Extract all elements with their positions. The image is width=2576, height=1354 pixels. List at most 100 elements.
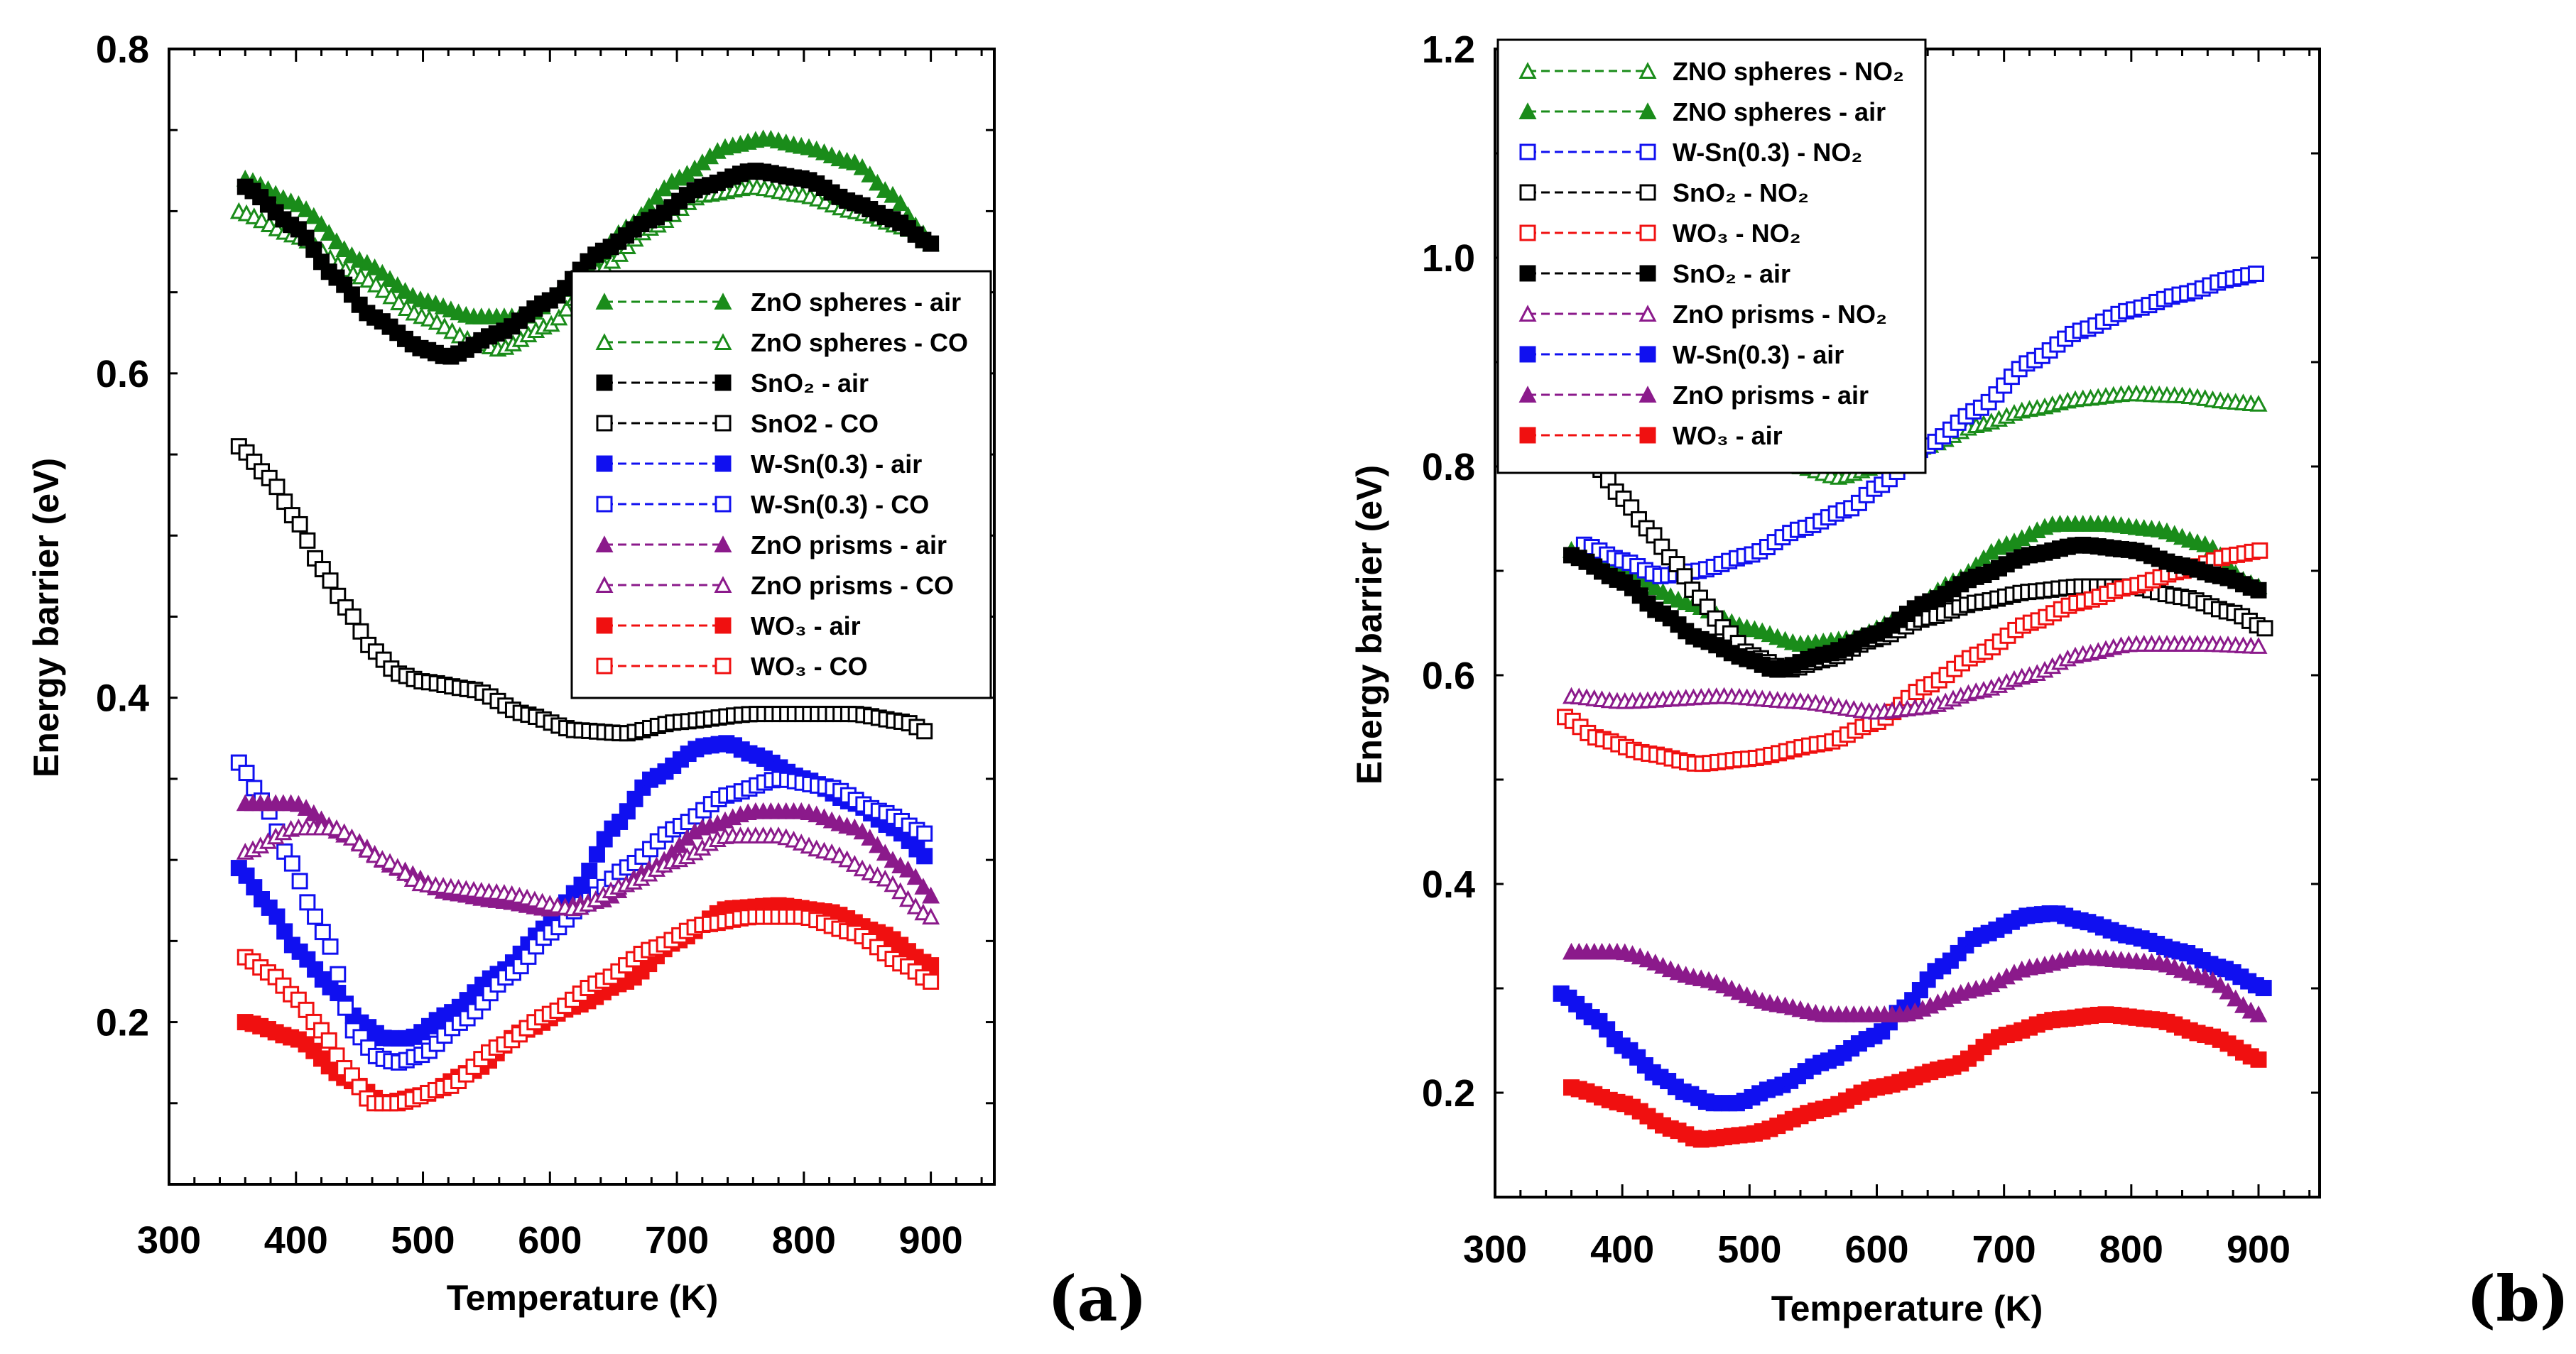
panel-label-a: (a) [1048,1262,1147,1336]
y-tick-label: 0.6 [96,353,149,395]
data-point [861,829,879,846]
legend-marker [1519,143,1536,160]
legend-label: WO₃ - air [751,611,861,640]
series-3 [230,438,933,742]
legend-label: ZnO prisms - NO₂ [1673,300,1887,329]
x-tick-label: 700 [1972,1228,2036,1271]
data-point [884,851,902,868]
data-point [276,493,293,511]
legend-marker [595,535,614,552]
series-4 [1557,542,2268,772]
y-tick-label: 1.0 [1422,237,1475,280]
data-point [276,923,293,940]
legend-item: ZNO spheres - air [1518,97,1886,126]
legend-marker [595,333,614,350]
legend-marker [714,657,732,675]
legend-marker [596,617,613,634]
legend-label: SnO₂ - air [751,368,869,398]
legend-marker [714,496,732,513]
series-2 [237,163,940,365]
legend-marker [1518,62,1537,79]
data-point [2247,266,2264,283]
data-point [381,853,399,870]
data-point [898,861,917,878]
data-point [550,308,568,326]
series-5 [230,754,933,1071]
data-point [307,908,324,925]
data-point [898,890,917,907]
legend-marker [714,455,732,472]
legend-item: ZnO prisms - CO [595,571,954,600]
data-point [335,240,354,257]
legend-marker [1519,224,1536,241]
data-point [923,235,940,252]
legend: ZnO spheres - air ZnO spheres - CO SnO₂ - … [570,270,992,699]
x-tick-label: 500 [1717,1228,1781,1271]
legend-marker [1639,346,1656,363]
data-point [344,608,362,625]
data-point [396,282,414,299]
series-9 [237,908,940,1112]
data-point [335,823,354,841]
legend-item: SnO₂ - NO₂ [1519,178,1809,207]
legend-marker [1638,386,1657,403]
legend-item: W-Sn(0.3) - air [1519,340,1844,369]
data-point [2219,982,2237,1000]
legend-marker [1518,386,1537,403]
legend-label: W-Sn(0.3) - air [1673,340,1844,369]
data-point [588,846,605,863]
data-point [291,515,308,533]
y-tick-label: 0.8 [1422,446,1475,488]
data-point [381,270,399,288]
series-8 [1563,942,2268,1022]
legend-marker [596,496,613,513]
legend-item: ZnO spheres - CO [595,328,968,357]
data-point [320,224,338,241]
y-axis-title-a: Energy barrier (eV) [26,458,66,777]
legend-label: WO₃ - NO₂ [1673,219,1801,248]
legend-marker [1638,102,1657,119]
x-tick-label: 600 [518,1219,582,1262]
data-point [313,215,331,232]
series-9 [1563,1006,2267,1148]
legend-marker [596,455,613,472]
data-point [366,275,385,293]
data-point [876,843,894,861]
legend-marker [714,535,732,552]
x-tick-label: 700 [645,1219,709,1262]
y-tick-label: 0.2 [96,1002,149,1044]
data-point [861,165,879,182]
x-tick-label: 500 [391,1219,455,1262]
legend-item: SnO₂ - air [1519,259,1790,288]
legend-label: ZNO spheres - NO₂ [1673,57,1904,86]
x-tick-label: 300 [137,1219,201,1262]
legend-marker [1519,346,1536,363]
legend-item: WO₃ - air [596,611,861,640]
data-point [358,841,376,858]
data-point [2251,542,2268,559]
data-point [869,173,887,191]
panel-b-chart: 300 400 500 600 700 800 900 0.2 0.4 0.6 0.8 1.0 1.2 Z… [1422,28,2321,1271]
data-point [906,868,925,885]
data-point [342,828,361,846]
data-point [382,287,401,305]
data-point [388,276,407,293]
panel-label-b: (b) [2467,1262,2570,1336]
data-point [853,158,871,175]
legend-marker [1638,305,1657,322]
legend-item: WO₃ - CO [596,652,868,681]
data-point [337,999,354,1016]
legend-label: ZnO prisms - CO [751,571,954,600]
legend-marker [596,415,613,432]
legend-item: SnO2 - CO [596,409,879,438]
data-point [2256,620,2273,637]
legend-marker [714,293,732,310]
legend-label: SnO2 - CO [751,409,879,438]
data-point [2227,989,2245,1007]
data-point [2211,976,2229,993]
data-point [390,293,408,311]
legend-marker [595,576,614,593]
data-point [581,863,598,880]
legend-label: WO₃ - air [1673,421,1783,450]
